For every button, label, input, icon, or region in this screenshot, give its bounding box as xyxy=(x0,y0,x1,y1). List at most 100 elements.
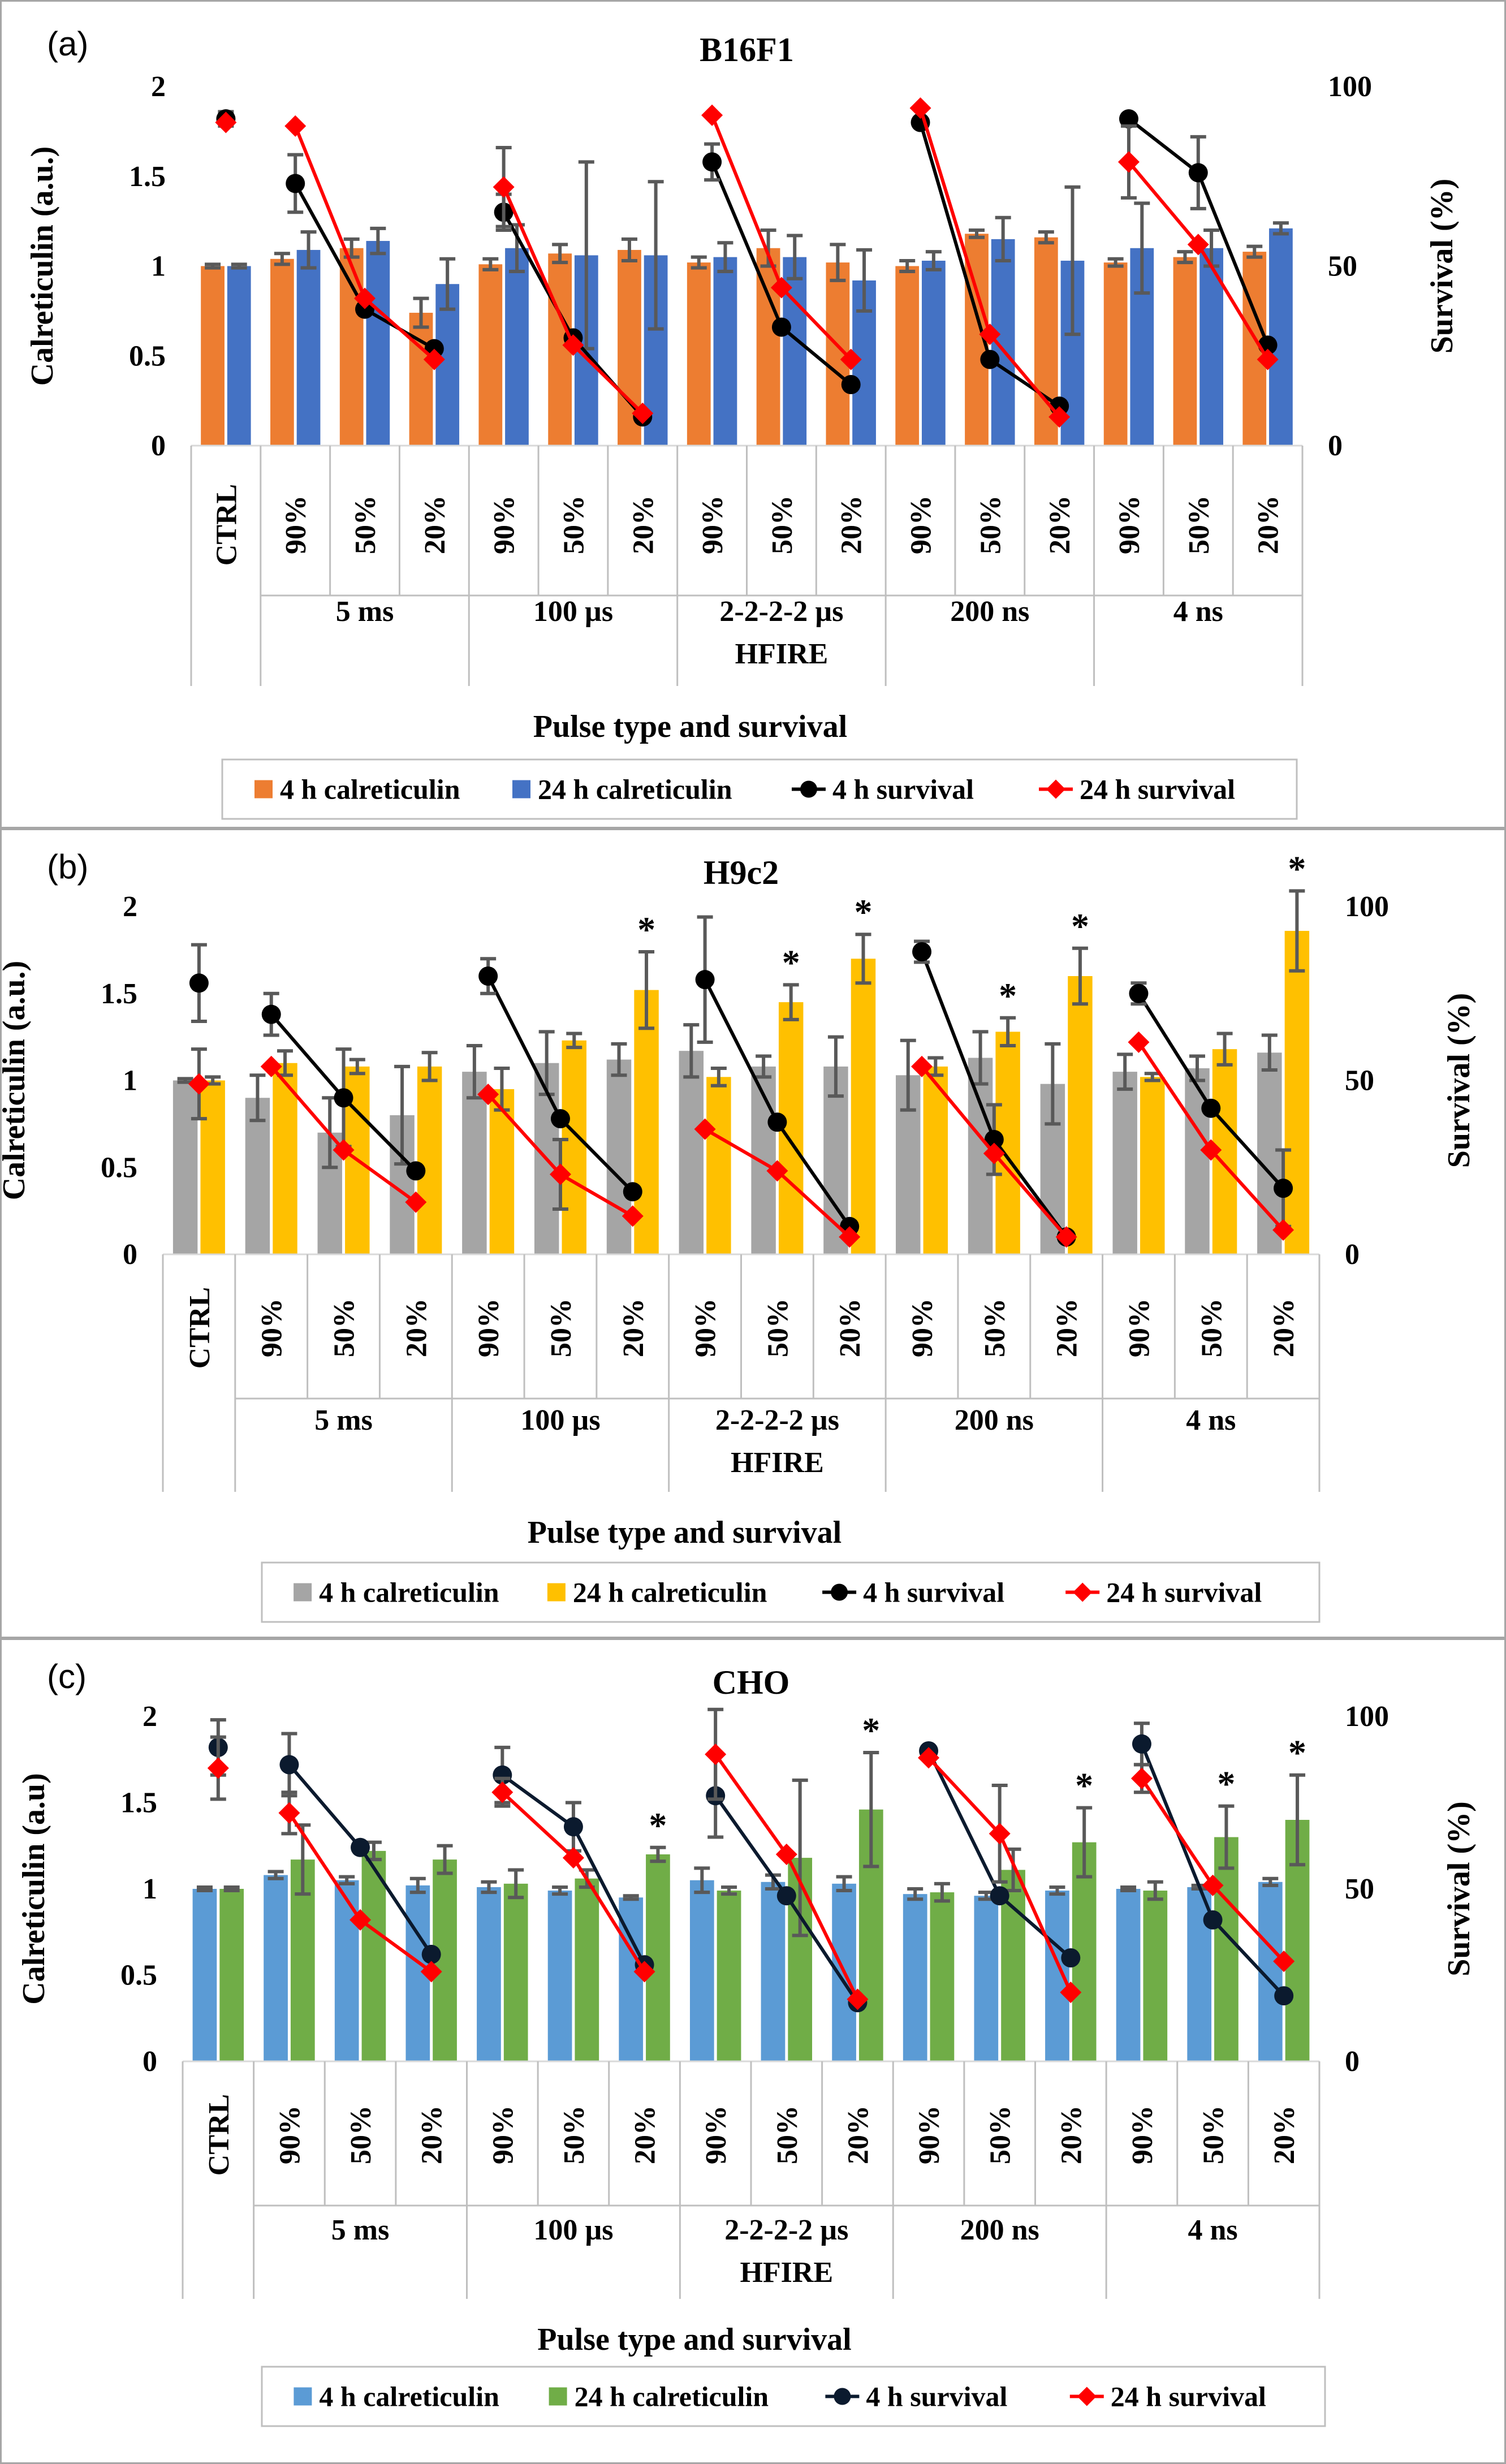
survival-4h-point xyxy=(189,973,209,993)
category-label: 90% xyxy=(489,495,521,554)
category-label: 50% xyxy=(1183,495,1215,554)
survival-24h-point xyxy=(1048,406,1071,428)
y2-tick-label: 100 xyxy=(1328,71,1372,103)
legend-24h-survival-marker xyxy=(1046,779,1065,799)
survival-24h-point xyxy=(278,1802,300,1824)
y2-tick-label: 50 xyxy=(1328,251,1357,283)
panel-b-h9c2: (b) H9c2 0 0.5 1 1.5 2 0 50 100 Calreticulin (a.u.… xyxy=(0,828,1506,1638)
panel-c-cho: (c) CHO 0 0.5 1 1.5 2 0 50 100 Calreticulin (a.u) S… xyxy=(0,1638,1506,2464)
category-label: CTRL xyxy=(184,1287,216,1369)
bar-4h-calreticulin xyxy=(478,264,503,446)
survival-24h-point xyxy=(632,402,654,424)
bar-4h-calreticulin xyxy=(895,266,920,446)
group-sublabel: HFIRE xyxy=(731,1447,824,1479)
y2-axis-label: Survival (%) xyxy=(1442,993,1477,1168)
bar-4h-calreticulin xyxy=(477,1887,501,2061)
category-label: 20% xyxy=(627,495,659,554)
bar-24h-calreticulin xyxy=(851,959,876,1254)
bar-24h-calreticulin xyxy=(1068,976,1093,1254)
y-tick-label: 1.5 xyxy=(120,1787,157,1819)
category-label: 90% xyxy=(274,2105,306,2164)
bar-24h-calreticulin xyxy=(1143,1891,1168,2061)
significance-star: * xyxy=(999,976,1017,1016)
significance-star: * xyxy=(855,892,873,932)
survival-24h-point xyxy=(766,1160,788,1182)
bar-24h-calreticulin xyxy=(562,1040,586,1254)
category-label: 50% xyxy=(349,495,382,554)
group-label: 200 ns xyxy=(960,2214,1039,2246)
y2-tick-label: 0 xyxy=(1328,430,1343,462)
bar-24h-calreticulin xyxy=(219,1889,244,2061)
survival-24h-point xyxy=(918,1747,940,1769)
category-label: 50% xyxy=(979,1298,1011,1357)
survival-24h-point xyxy=(909,97,931,119)
survival-24h-point xyxy=(622,1205,644,1227)
survival-24h-point xyxy=(349,1909,372,1931)
y2-tick-label: 100 xyxy=(1345,1701,1389,1733)
significance-star: * xyxy=(1288,1733,1306,1773)
panel-letter: (a) xyxy=(47,25,88,63)
legend-24h-calreticulin-label: 24 h calreticulin xyxy=(538,774,732,805)
y-tick-label: 1 xyxy=(151,251,166,283)
category-label: 50% xyxy=(1196,1298,1228,1357)
bar-4h-calreticulin xyxy=(409,313,433,446)
survival-4h-point xyxy=(1061,1948,1081,1967)
survival-24h-point xyxy=(701,104,723,126)
bar-24h-calreticulin xyxy=(713,257,737,446)
category-label: CTRL xyxy=(210,484,243,566)
bar-4h-calreticulin xyxy=(1116,1889,1141,2061)
survival-24h-point xyxy=(911,1055,933,1077)
survival-24h-point xyxy=(979,323,1001,346)
group-label: 100 µs xyxy=(533,595,613,628)
significance-star: * xyxy=(1071,906,1089,946)
category-label: 20% xyxy=(1051,1298,1084,1357)
category-label: 50% xyxy=(558,2105,590,2164)
bar-24h-calreticulin xyxy=(1214,1837,1239,2061)
bar-4h-calreticulin xyxy=(1185,1068,1210,1254)
bar-4h-calreticulin xyxy=(245,1098,270,1254)
survival-4h-point xyxy=(550,1109,570,1129)
y-tick-label: 1.5 xyxy=(101,978,137,1010)
survival-4h-point xyxy=(771,317,791,337)
y2-tick-label: 0 xyxy=(1345,1239,1360,1271)
category-label: 90% xyxy=(487,2105,519,2164)
survival-4h-point xyxy=(1201,1098,1221,1118)
group-label: 100 µs xyxy=(520,1404,600,1436)
y-tick-label: 0.5 xyxy=(120,1960,157,1992)
y2-axis-label: Survival (%) xyxy=(1442,1801,1477,1977)
group-label: 2-2-2-2 µs xyxy=(724,2214,848,2246)
legend-4h-survival-marker xyxy=(834,2388,851,2405)
bar-24h-calreticulin xyxy=(1284,931,1310,1254)
legend-4h-survival-label: 4 h survival xyxy=(832,774,974,805)
survival-24h-point xyxy=(333,1139,355,1161)
x-axis-label: Pulse type and survival xyxy=(537,2322,851,2357)
category-label: 50% xyxy=(766,495,799,554)
legend-24h-survival-marker xyxy=(1077,2387,1097,2406)
survival-24h-point xyxy=(1060,1982,1082,2003)
legend-24h-calreticulin-swatch xyxy=(547,1583,566,1602)
group-label: 5 ms xyxy=(314,1404,373,1436)
category-label: 20% xyxy=(834,1298,866,1357)
bar-4h-calreticulin xyxy=(1112,1072,1137,1254)
legend-4h-calreticulin-label: 4 h calreticulin xyxy=(280,774,460,805)
survival-24h-point xyxy=(705,1744,727,1766)
panel-letter: (c) xyxy=(47,1658,87,1695)
category-label: 90% xyxy=(1127,2105,1159,2164)
category-label: 20% xyxy=(1268,2105,1301,2164)
category-label: 50% xyxy=(545,1298,577,1357)
bar-24h-calreticulin xyxy=(296,249,321,446)
category-label: 20% xyxy=(1044,495,1076,554)
bar-4h-calreticulin xyxy=(761,1882,786,2061)
y-tick-label: 0 xyxy=(151,430,166,462)
survival-24h-point xyxy=(207,1757,229,1779)
survival-24h-point xyxy=(260,1055,282,1077)
survival-4h-point xyxy=(984,1130,1004,1150)
bar-24h-calreticulin xyxy=(361,1850,386,2061)
survival-4h-point xyxy=(261,1004,281,1024)
survival-4h-point xyxy=(980,349,1000,369)
legend-24h-calreticulin-label: 24 h calreticulin xyxy=(575,2381,769,2413)
survival-4h-point xyxy=(1203,1910,1223,1930)
y-tick-label: 0.5 xyxy=(129,340,166,372)
bar-24h-calreticulin xyxy=(200,1080,225,1254)
category-label: 50% xyxy=(974,495,1007,554)
